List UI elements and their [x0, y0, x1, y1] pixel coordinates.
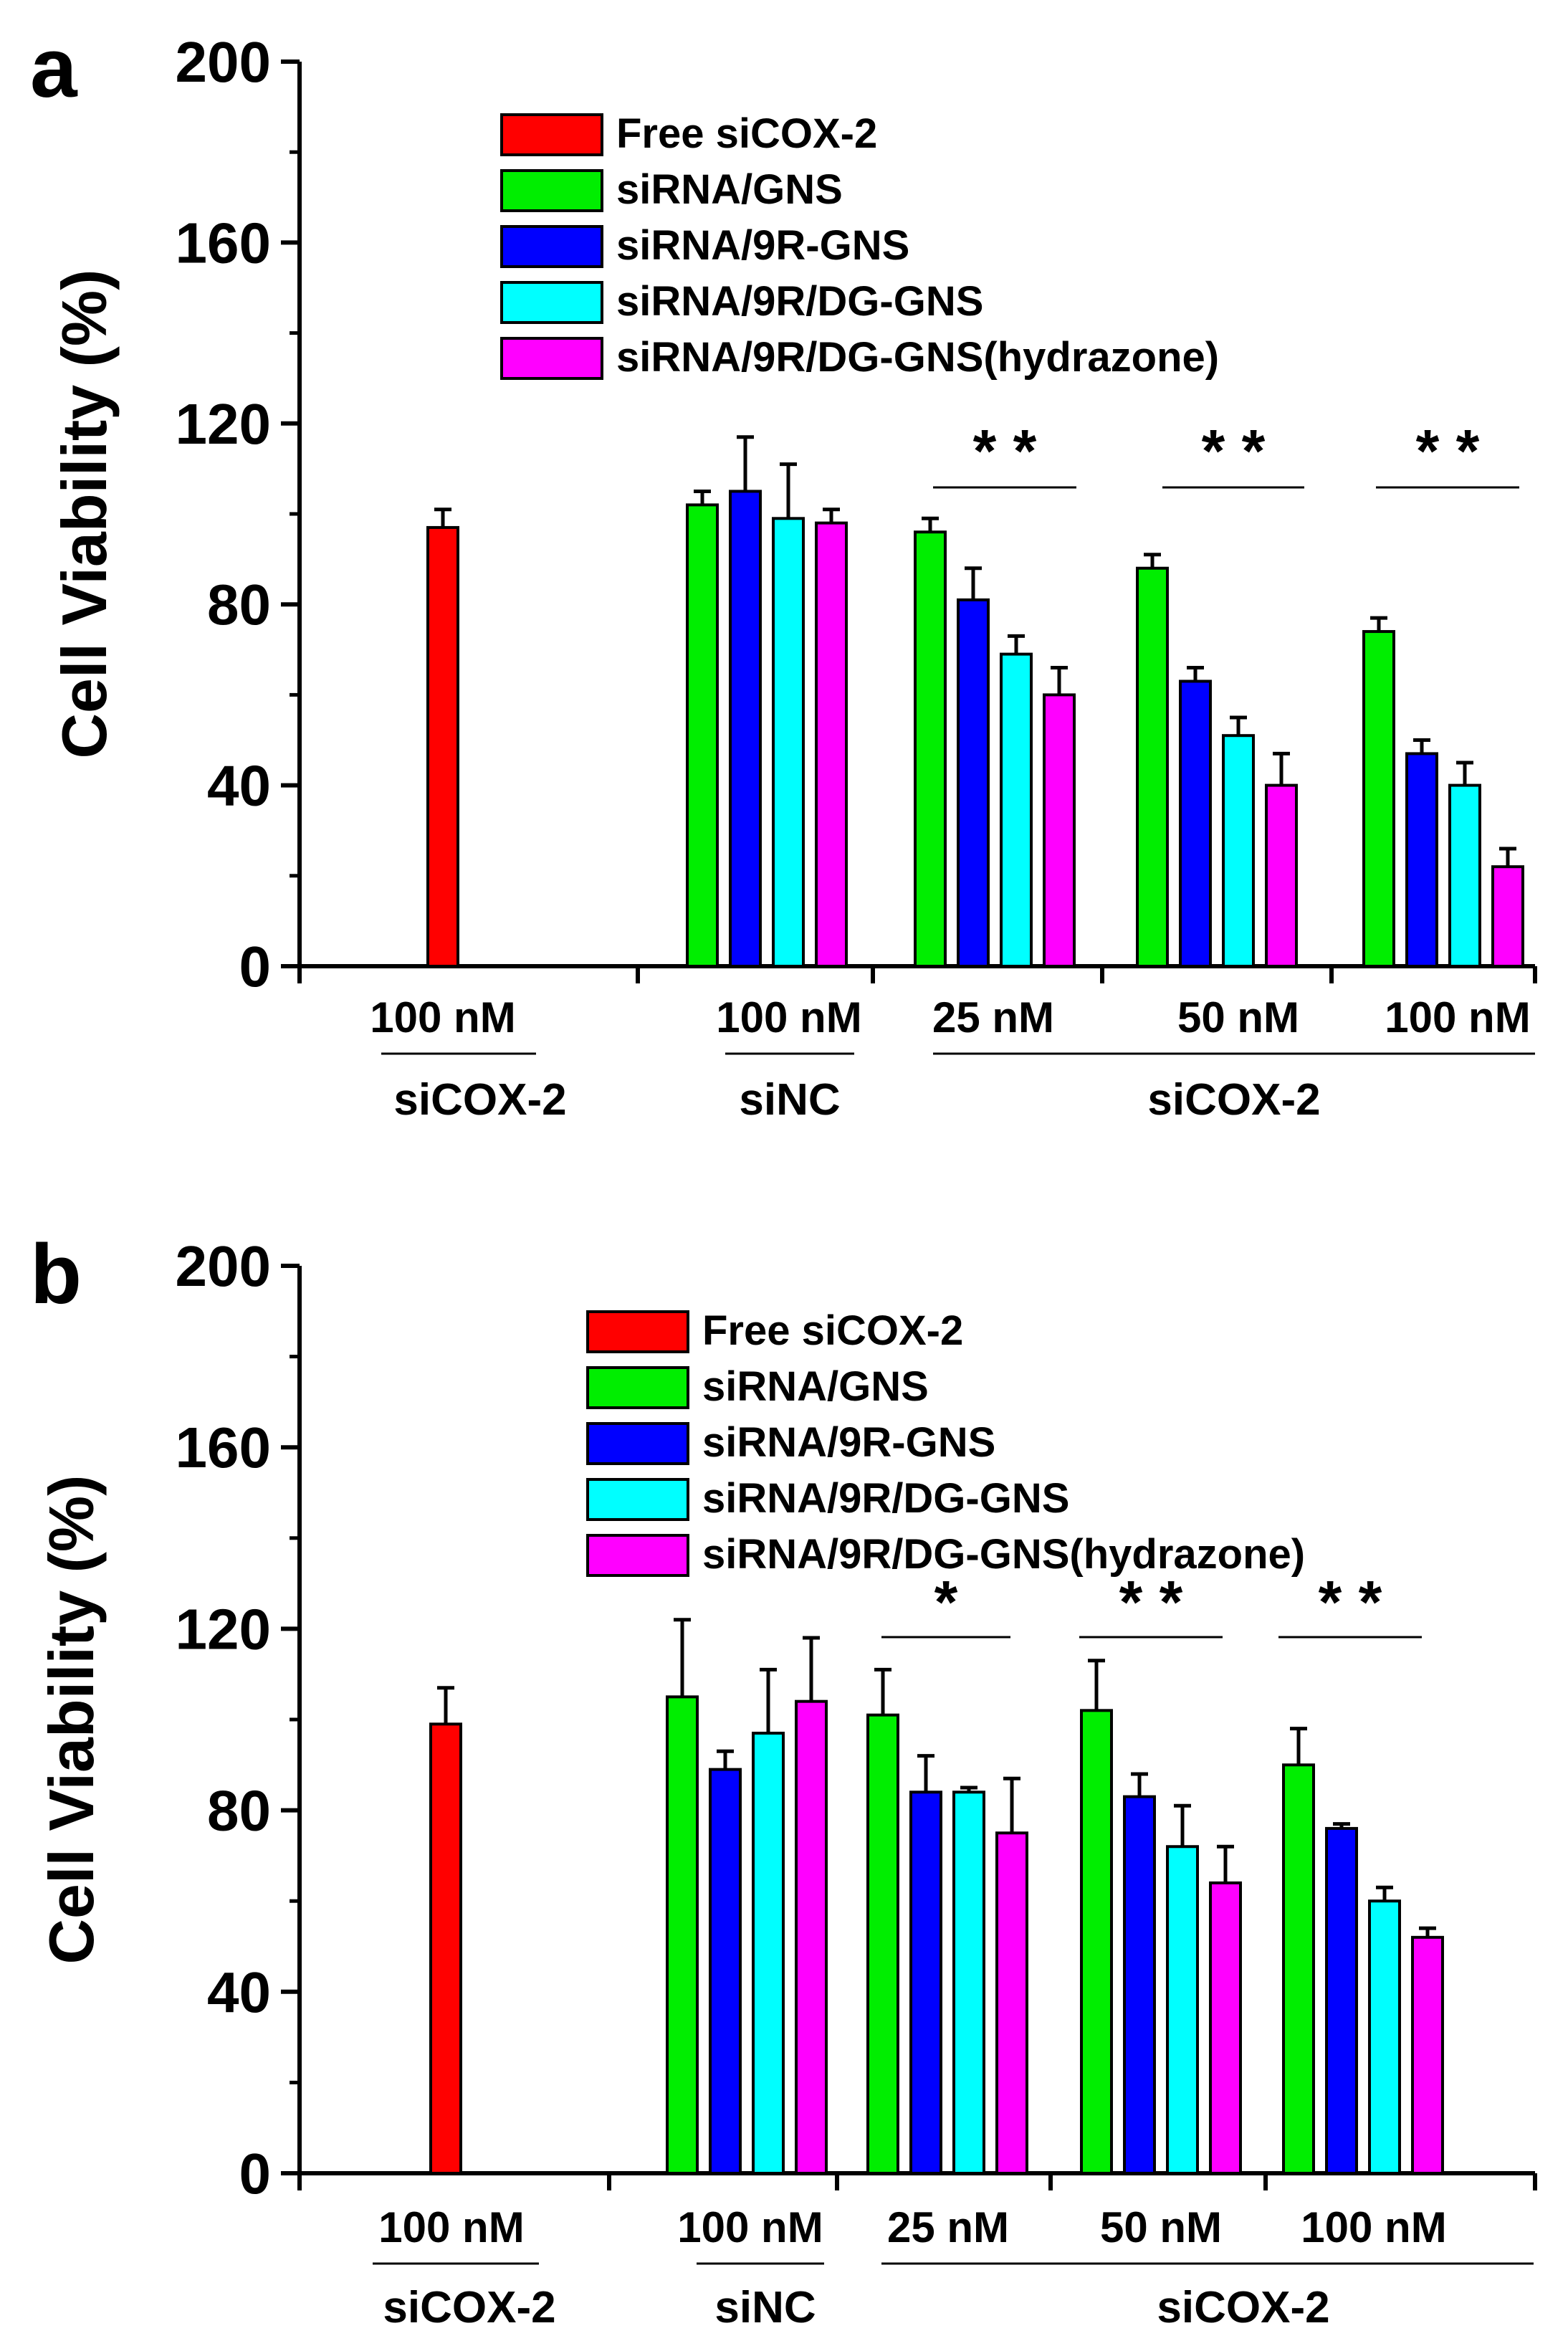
y-tick-label: 120: [176, 1597, 271, 1661]
concentration-label: 25 nM: [932, 993, 1054, 1041]
panel-a: a 0 40 80 120 160 200 Cell Viability (%) 100 nM 1…: [30, 21, 1537, 1125]
legend-label: siRNA/9R/DG-GNS: [616, 278, 983, 325]
legend-swatch: [586, 1478, 689, 1521]
significance-marker: *: [934, 1568, 958, 1636]
bar: [1222, 734, 1255, 968]
category-label: siNC: [739, 1075, 840, 1125]
significance-marker: * *: [1202, 417, 1266, 485]
concentration-label: 100 nM: [677, 2203, 823, 2251]
bar: [795, 1699, 828, 2175]
legend-swatch: [586, 1422, 689, 1465]
bar: [1405, 752, 1438, 968]
y-tick-label: 0: [239, 935, 272, 998]
bar: [729, 490, 762, 968]
legend-label: siRNA/9R-GNS: [702, 1419, 995, 1466]
bar: [1448, 783, 1481, 968]
legend-label: siRNA/GNS: [616, 166, 843, 213]
bar: [866, 1713, 899, 2175]
y-tick-label: 80: [207, 573, 271, 636]
y-axis-label: Cell Viability (%): [49, 270, 120, 759]
category-label: siNC: [714, 2283, 816, 2332]
legend-swatch: [586, 1366, 689, 1409]
bar: [914, 530, 947, 968]
bar: [709, 1768, 742, 2175]
legend-swatch: [500, 281, 603, 324]
y-tick-label: 120: [176, 392, 271, 456]
concentration-label: 100 nM: [716, 993, 861, 1041]
y-tick-label: 160: [176, 211, 271, 275]
concentration-label: 100 nM: [378, 2203, 524, 2251]
y-tick-label: 160: [176, 1416, 271, 1479]
significance-marker: * *: [1119, 1568, 1183, 1636]
significance-marker: * *: [1416, 417, 1480, 485]
bar: [1123, 1795, 1156, 2175]
bar: [1209, 1881, 1242, 2175]
bar: [1000, 652, 1033, 968]
bar: [1325, 1826, 1358, 2175]
concentration-label: 50 nM: [1177, 993, 1299, 1041]
category-label: siCOX-2: [1157, 2283, 1329, 2332]
concentration-label: 50 nM: [1100, 2203, 1222, 2251]
legend-swatch: [586, 1534, 689, 1577]
y-tick-label: 80: [207, 1779, 271, 1843]
bar: [426, 525, 459, 968]
panel-label: b: [30, 1227, 82, 1322]
legend-swatch: [586, 1310, 689, 1353]
legend-label: siRNA/9R/DG-GNS(hydrazone): [616, 334, 1219, 381]
legend-label: Free siCOX-2: [616, 110, 877, 157]
bar: [1043, 693, 1076, 968]
concentration-label: 25 nM: [887, 2203, 1009, 2251]
bar: [1136, 566, 1169, 968]
y-tick-label: 200: [176, 30, 271, 94]
y-tick-label: 0: [239, 2142, 272, 2206]
category-label: siCOX-2: [1147, 1075, 1320, 1125]
bar: [772, 517, 805, 968]
bar: [666, 1695, 699, 2175]
concentration-label: 100 nM: [1301, 2203, 1446, 2251]
panel-label: a: [30, 21, 78, 115]
significance-marker: * *: [1319, 1568, 1382, 1636]
bar: [815, 521, 848, 968]
bar: [952, 1791, 985, 2175]
bar: [909, 1791, 942, 2175]
legend-swatch: [500, 337, 603, 380]
panel-b: b 0 40 80 120 160 200 Cell Viability (%) 100 nM 1…: [30, 1227, 1537, 2332]
significance-marker: * *: [973, 417, 1037, 485]
concentration-label: 100 nM: [1385, 993, 1530, 1041]
bar: [1265, 783, 1298, 968]
bar: [1491, 865, 1524, 968]
legend-swatch: [500, 169, 603, 212]
legend-label: siRNA/9R-GNS: [616, 222, 909, 269]
category-label: siCOX-2: [383, 2283, 555, 2332]
category-label: siCOX-2: [393, 1075, 566, 1125]
bar: [1368, 1899, 1401, 2175]
y-tick-label: 40: [207, 1960, 271, 2024]
bar: [429, 1722, 462, 2175]
y-axis-label: Cell Viability (%): [36, 1475, 107, 1965]
bar: [1179, 680, 1212, 968]
bar: [957, 598, 990, 968]
bar: [1362, 630, 1395, 968]
concentration-label: 100 nM: [370, 993, 515, 1041]
y-tick-label: 200: [176, 1234, 271, 1298]
legend-label: Free siCOX-2: [702, 1307, 963, 1354]
y-tick-label: 40: [207, 754, 271, 818]
bar: [1166, 1845, 1199, 2175]
bar: [1411, 1935, 1444, 2175]
legend-swatch: [500, 113, 603, 156]
legend-label: siRNA/9R/DG-GNS: [702, 1475, 1069, 1522]
legend-label: siRNA/GNS: [702, 1363, 929, 1410]
legend-label: siRNA/9R/DG-GNS(hydrazone): [702, 1531, 1305, 1578]
bar: [1080, 1709, 1113, 2175]
bar: [686, 503, 719, 968]
bar: [995, 1831, 1028, 2175]
legend-swatch: [500, 225, 603, 268]
bar: [1282, 1763, 1315, 2175]
bar: [752, 1731, 785, 2175]
